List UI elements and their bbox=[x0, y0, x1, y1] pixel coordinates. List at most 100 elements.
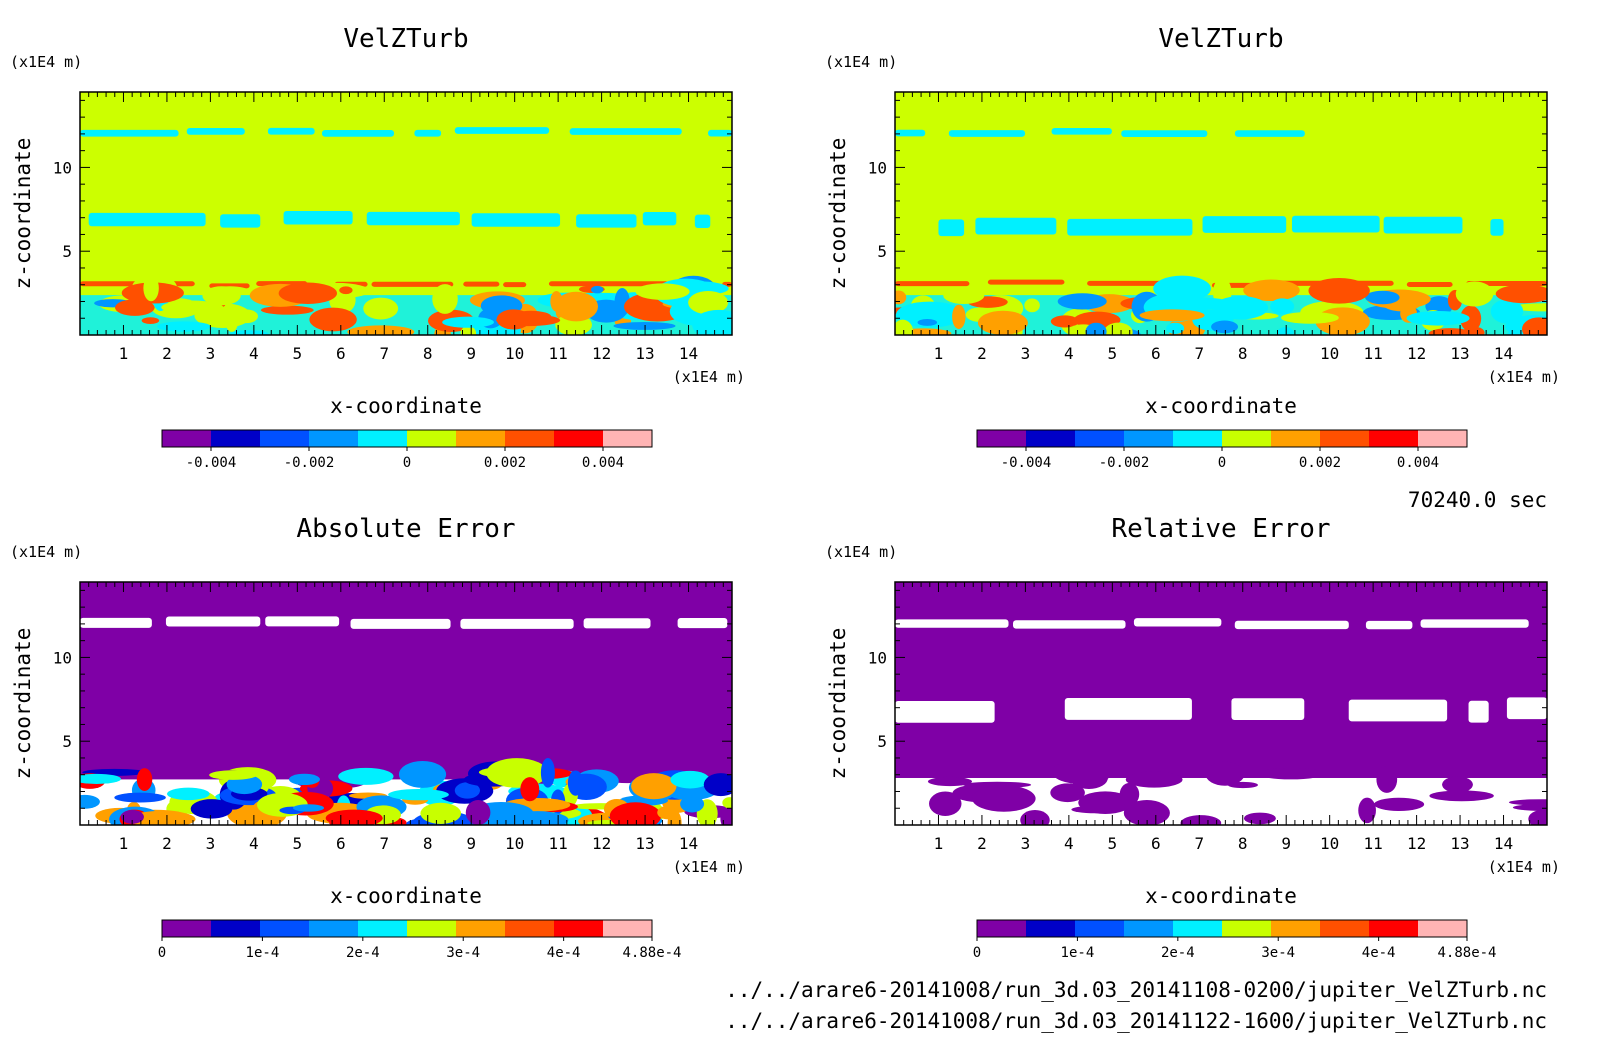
band-segment bbox=[1051, 127, 1112, 135]
x-tick-label: 1 bbox=[119, 834, 129, 853]
x-tick-label: 13 bbox=[635, 834, 654, 853]
field-blob bbox=[202, 286, 241, 306]
band-segment bbox=[471, 213, 561, 227]
x-tick-label: 1 bbox=[934, 834, 944, 853]
field-blob bbox=[235, 309, 258, 324]
field bbox=[895, 92, 1547, 335]
x-axis-label: x-coordinate bbox=[330, 394, 482, 418]
region bbox=[895, 697, 1547, 723]
colorbar-tick-label: 0.002 bbox=[1299, 455, 1341, 471]
field-blob bbox=[1365, 290, 1400, 305]
x-tick-label: 11 bbox=[1364, 834, 1383, 853]
y-axis-label: z-coordinate bbox=[826, 628, 850, 780]
field-blob bbox=[1520, 802, 1547, 811]
field-blob bbox=[1406, 310, 1470, 326]
colorbar: -0.004 -0.002 0 0.002 0.004 bbox=[976, 429, 1468, 471]
colorbar-tick-label: 4.88e-4 bbox=[622, 945, 681, 961]
band-segment bbox=[895, 129, 926, 137]
band-segment bbox=[576, 214, 637, 228]
colorbar: 0 1e-4 2e-4 3e-4 4e-4 4.88e-4 bbox=[158, 919, 682, 961]
field-blob bbox=[613, 321, 676, 330]
field-blob bbox=[454, 782, 481, 799]
x-tick-label: 8 bbox=[1238, 344, 1248, 363]
x-tick-label: 9 bbox=[466, 344, 476, 363]
x-tick-label: 14 bbox=[1494, 834, 1513, 853]
field-blob bbox=[1455, 281, 1494, 307]
band-segment bbox=[1468, 700, 1489, 723]
field-blob bbox=[540, 757, 555, 788]
colorbar-tick-label: 3e-4 bbox=[446, 945, 480, 961]
colorbar-swatch bbox=[1320, 920, 1370, 937]
band-segment bbox=[265, 616, 340, 627]
band-segment bbox=[1133, 618, 1222, 627]
band-segment bbox=[987, 279, 1065, 285]
x-tick-label: 11 bbox=[1364, 344, 1383, 363]
field-blob bbox=[166, 787, 210, 801]
colorbar-tick-label: -0.002 bbox=[284, 455, 335, 471]
band-segment bbox=[583, 618, 651, 629]
colorbar-swatch bbox=[603, 430, 653, 447]
field-blob bbox=[895, 290, 907, 305]
field-blob bbox=[1123, 800, 1170, 825]
plot-frame bbox=[79, 581, 733, 826]
colorbar-swatch bbox=[1222, 430, 1272, 447]
x-tick-label: 3 bbox=[206, 344, 216, 363]
field-blob bbox=[635, 283, 690, 300]
band-segment bbox=[1506, 697, 1547, 720]
band-segment bbox=[350, 618, 451, 629]
field-blob bbox=[722, 797, 732, 809]
field-blob bbox=[115, 299, 155, 316]
y-unit-label: (x1E4 m) bbox=[825, 543, 897, 561]
band-segment bbox=[975, 217, 1057, 235]
x-axis-label: x-coordinate bbox=[1145, 394, 1297, 418]
colorbar-frame bbox=[161, 919, 653, 938]
field-blob bbox=[1180, 815, 1222, 825]
x-tick-label: 9 bbox=[1281, 834, 1291, 853]
field-blob bbox=[943, 287, 985, 304]
x-tick-label: 3 bbox=[1021, 834, 1031, 853]
x-tick-label: 12 bbox=[592, 344, 611, 363]
x-tick-label: 6 bbox=[336, 344, 346, 363]
field-blob bbox=[1243, 279, 1300, 302]
field-blob bbox=[977, 310, 1028, 335]
band-segment bbox=[1121, 130, 1208, 138]
colorbar-swatch bbox=[1173, 920, 1223, 937]
region bbox=[80, 127, 732, 137]
band-segment bbox=[460, 618, 574, 629]
band-segment bbox=[895, 700, 995, 723]
x-tick-label: 3 bbox=[206, 834, 216, 853]
colorbar-tick-label: 3e-4 bbox=[1261, 945, 1295, 961]
field-blob bbox=[209, 770, 257, 780]
chart-title: Relative Error bbox=[1111, 514, 1330, 544]
band-segment bbox=[1383, 216, 1463, 234]
colorbar-swatch bbox=[1124, 430, 1174, 447]
band-segment bbox=[321, 130, 395, 137]
field-blob bbox=[631, 773, 677, 800]
x-tick-label: 6 bbox=[336, 834, 346, 853]
field-blob bbox=[338, 767, 394, 785]
field-blob bbox=[520, 777, 540, 802]
x-unit-label: (x1E4 m) bbox=[673, 858, 745, 876]
y-tick-label: 5 bbox=[877, 242, 887, 261]
y-tick-label: 10 bbox=[53, 648, 72, 667]
field-blob bbox=[1049, 286, 1110, 295]
chart-title: VelZTurb bbox=[343, 24, 468, 54]
x-tick-label: 11 bbox=[549, 834, 568, 853]
band-segment bbox=[1234, 620, 1349, 630]
region bbox=[80, 274, 732, 335]
field-blob bbox=[1024, 298, 1040, 313]
colorbar-swatch bbox=[554, 430, 604, 447]
x-tick-label: 10 bbox=[1320, 834, 1339, 853]
field-blob bbox=[1460, 305, 1482, 332]
x-tick-label: 13 bbox=[1450, 834, 1469, 853]
field-blob bbox=[1376, 766, 1398, 793]
field-blob bbox=[720, 807, 732, 825]
x-unit-label: (x1E4 m) bbox=[673, 368, 745, 386]
band-segment bbox=[677, 618, 728, 629]
band-segment bbox=[1406, 281, 1453, 287]
field-blob bbox=[670, 770, 710, 789]
field-blob bbox=[128, 810, 196, 825]
x-tick-label: 2 bbox=[162, 344, 172, 363]
plot-frame bbox=[79, 91, 733, 336]
colorbar-swatch bbox=[162, 920, 212, 937]
